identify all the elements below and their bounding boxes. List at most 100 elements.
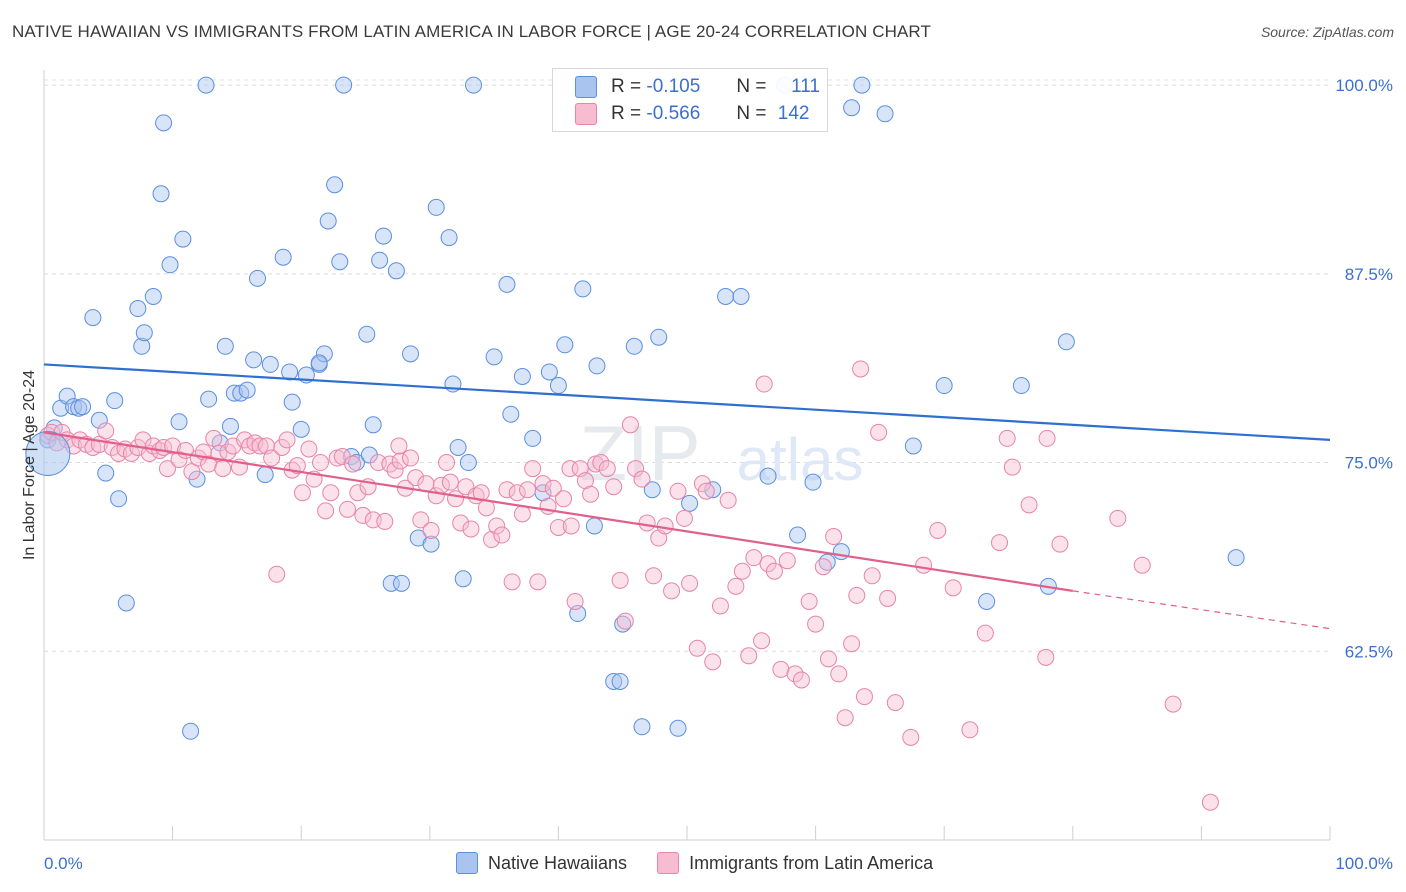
point-latin-america	[830, 665, 848, 683]
legend-n-value: 111	[791, 76, 820, 97]
x-tick-label-right: 100.0%	[1335, 854, 1393, 873]
point-native-hawaiian	[540, 363, 558, 381]
point-latin-america	[1051, 535, 1069, 553]
point-latin-america	[711, 597, 729, 615]
point-latin-america	[278, 431, 296, 449]
point-latin-america	[488, 517, 506, 535]
y-axis-label: In Labor Force | Age 20-24	[21, 369, 38, 561]
point-latin-america	[733, 562, 751, 580]
point-native-hawaiian	[935, 377, 953, 395]
point-native-hawaiian	[502, 405, 520, 423]
point-latin-america	[503, 573, 521, 591]
point-native-hawaiian	[643, 481, 661, 499]
point-native-hawaiian	[106, 392, 124, 410]
point-native-hawaiian	[225, 384, 243, 402]
point-native-hawaiian	[238, 381, 256, 399]
point-native-hawaiian	[485, 348, 503, 366]
point-native-hawaiian	[422, 535, 440, 553]
point-native-hawaiian	[174, 230, 192, 248]
point-latin-america	[498, 481, 516, 499]
point-native-hawaiian	[74, 398, 92, 416]
point-latin-america	[627, 460, 645, 478]
point-native-hawaiian	[292, 420, 310, 438]
point-native-hawaiian	[274, 248, 292, 266]
point-native-hawaiian	[216, 337, 234, 355]
point-latin-america	[241, 437, 259, 455]
point-latin-america	[1133, 556, 1151, 574]
point-latin-america	[205, 429, 223, 447]
point-native-hawaiian	[804, 473, 822, 491]
point-native-hawaiian	[588, 357, 606, 375]
point-latin-america	[251, 437, 269, 455]
point-native-hawaiian	[1057, 333, 1075, 351]
point-native-hawaiian	[498, 275, 516, 293]
point-latin-america	[1164, 695, 1182, 713]
point-latin-america	[391, 452, 409, 470]
watermark-zip: ZIP	[579, 409, 700, 497]
point-native-hawaiian	[315, 345, 333, 363]
point-latin-america	[663, 582, 681, 600]
point-latin-america	[562, 517, 580, 535]
point-native-hawaiian	[117, 594, 135, 612]
point-native-hawaiian	[97, 464, 115, 482]
chart-title: NATIVE HAWAIIAN VS IMMIGRANTS FROM LATIN…	[12, 22, 931, 41]
point-native-hawaiian	[170, 413, 188, 431]
point-native-hawaiian	[549, 377, 567, 395]
legend-n-label: N =	[736, 103, 767, 124]
point-native-hawaiian	[465, 76, 483, 94]
point-latin-america	[544, 479, 562, 497]
point-native-hawaiian	[110, 490, 128, 508]
point-native-hawaiian	[556, 336, 574, 354]
point-native-hawaiian	[283, 393, 301, 411]
point-latin-america	[852, 360, 870, 378]
point-latin-america	[961, 721, 979, 739]
point-native-hawaiian	[449, 438, 467, 456]
x-tick-labels: 0.0% 100.0%	[44, 854, 1393, 873]
point-native-hawaiian	[402, 345, 420, 363]
source-label: Source: ZipAtlas.com	[1260, 24, 1394, 40]
point-native-hawaiian	[335, 76, 353, 94]
point-latin-america	[1003, 458, 1021, 476]
point-latin-america	[765, 562, 783, 580]
trend-line-latin-america	[43, 431, 1073, 592]
point-native-hawaiian	[248, 269, 266, 287]
point-latin-america	[772, 660, 790, 678]
point-latin-america	[263, 449, 281, 467]
point-latin-america	[740, 647, 758, 665]
point-latin-america	[753, 632, 771, 650]
point-latin-america	[317, 502, 335, 520]
legend-n-label: N =	[736, 76, 767, 97]
point-latin-america	[697, 482, 715, 500]
series-legend: Native Hawaiians Immigrants from Latin A…	[456, 852, 963, 874]
point-native-hawaiian	[144, 287, 162, 305]
point-native-hawaiian	[904, 437, 922, 455]
legend-label: Immigrants from Latin America	[689, 852, 934, 873]
point-latin-america	[902, 728, 920, 746]
point-latin-america	[848, 586, 866, 604]
legend-swatch-pink	[575, 103, 597, 125]
point-native-hawaiian	[393, 574, 411, 592]
point-latin-america	[214, 460, 232, 478]
point-latin-america	[376, 512, 394, 530]
point-latin-america	[513, 505, 531, 523]
point-latin-america	[633, 470, 651, 488]
point-native-hawaiian	[454, 570, 472, 588]
point-native-hawaiian	[789, 526, 807, 544]
point-latin-america	[998, 429, 1016, 447]
point-latin-america	[755, 375, 773, 393]
data-points	[25, 76, 1245, 811]
point-latin-america	[819, 650, 837, 668]
point-latin-america	[592, 454, 610, 472]
legend-swatch-pink	[657, 852, 680, 874]
point-latin-america	[441, 473, 459, 491]
point-latin-america	[855, 688, 873, 706]
point-native-hawaiian	[182, 722, 200, 740]
watermark-atlas: atlas	[737, 426, 864, 493]
point-latin-america	[493, 526, 511, 544]
legend-row-native-hawaiians: R = -0.105 N = 111	[575, 74, 820, 100]
point-latin-america	[529, 573, 547, 591]
point-native-hawaiian	[978, 592, 996, 610]
point-native-hawaiian	[161, 256, 179, 274]
point-native-hawaiian	[375, 227, 393, 245]
point-native-hawaiian	[704, 481, 722, 499]
